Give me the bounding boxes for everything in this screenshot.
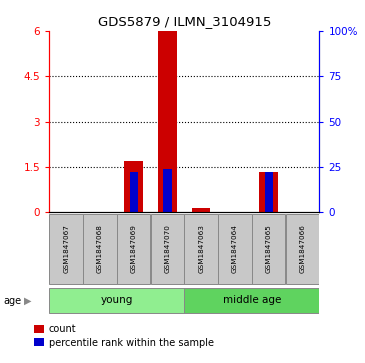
Text: GSM1847067: GSM1847067 [63,224,69,273]
FancyBboxPatch shape [286,214,319,284]
Text: ▶: ▶ [24,295,31,306]
FancyBboxPatch shape [218,214,252,284]
FancyBboxPatch shape [252,214,285,284]
Text: GSM1847063: GSM1847063 [198,224,204,273]
Bar [158,31,177,212]
Text: middle age: middle age [223,295,281,305]
Text: GSM1847065: GSM1847065 [266,224,272,273]
Text: GSM1847066: GSM1847066 [300,224,306,273]
FancyBboxPatch shape [49,214,83,284]
FancyBboxPatch shape [117,214,150,284]
Bar [265,172,273,212]
FancyBboxPatch shape [151,214,184,284]
FancyBboxPatch shape [49,288,184,313]
Bar [192,208,211,212]
Bar [260,171,278,212]
FancyBboxPatch shape [83,214,117,284]
Text: age: age [4,295,22,306]
FancyBboxPatch shape [184,288,319,313]
FancyBboxPatch shape [184,214,218,284]
Bar [163,169,172,212]
Legend: count, percentile rank within the sample: count, percentile rank within the sample [34,324,214,348]
Text: GSM1847068: GSM1847068 [97,224,103,273]
Text: GSM1847069: GSM1847069 [131,224,137,273]
Text: young: young [101,295,133,305]
Bar [130,172,138,212]
Text: GSM1847070: GSM1847070 [165,224,170,273]
Bar [124,161,143,212]
Text: GSM1847064: GSM1847064 [232,224,238,273]
Title: GDS5879 / ILMN_3104915: GDS5879 / ILMN_3104915 [98,15,271,28]
